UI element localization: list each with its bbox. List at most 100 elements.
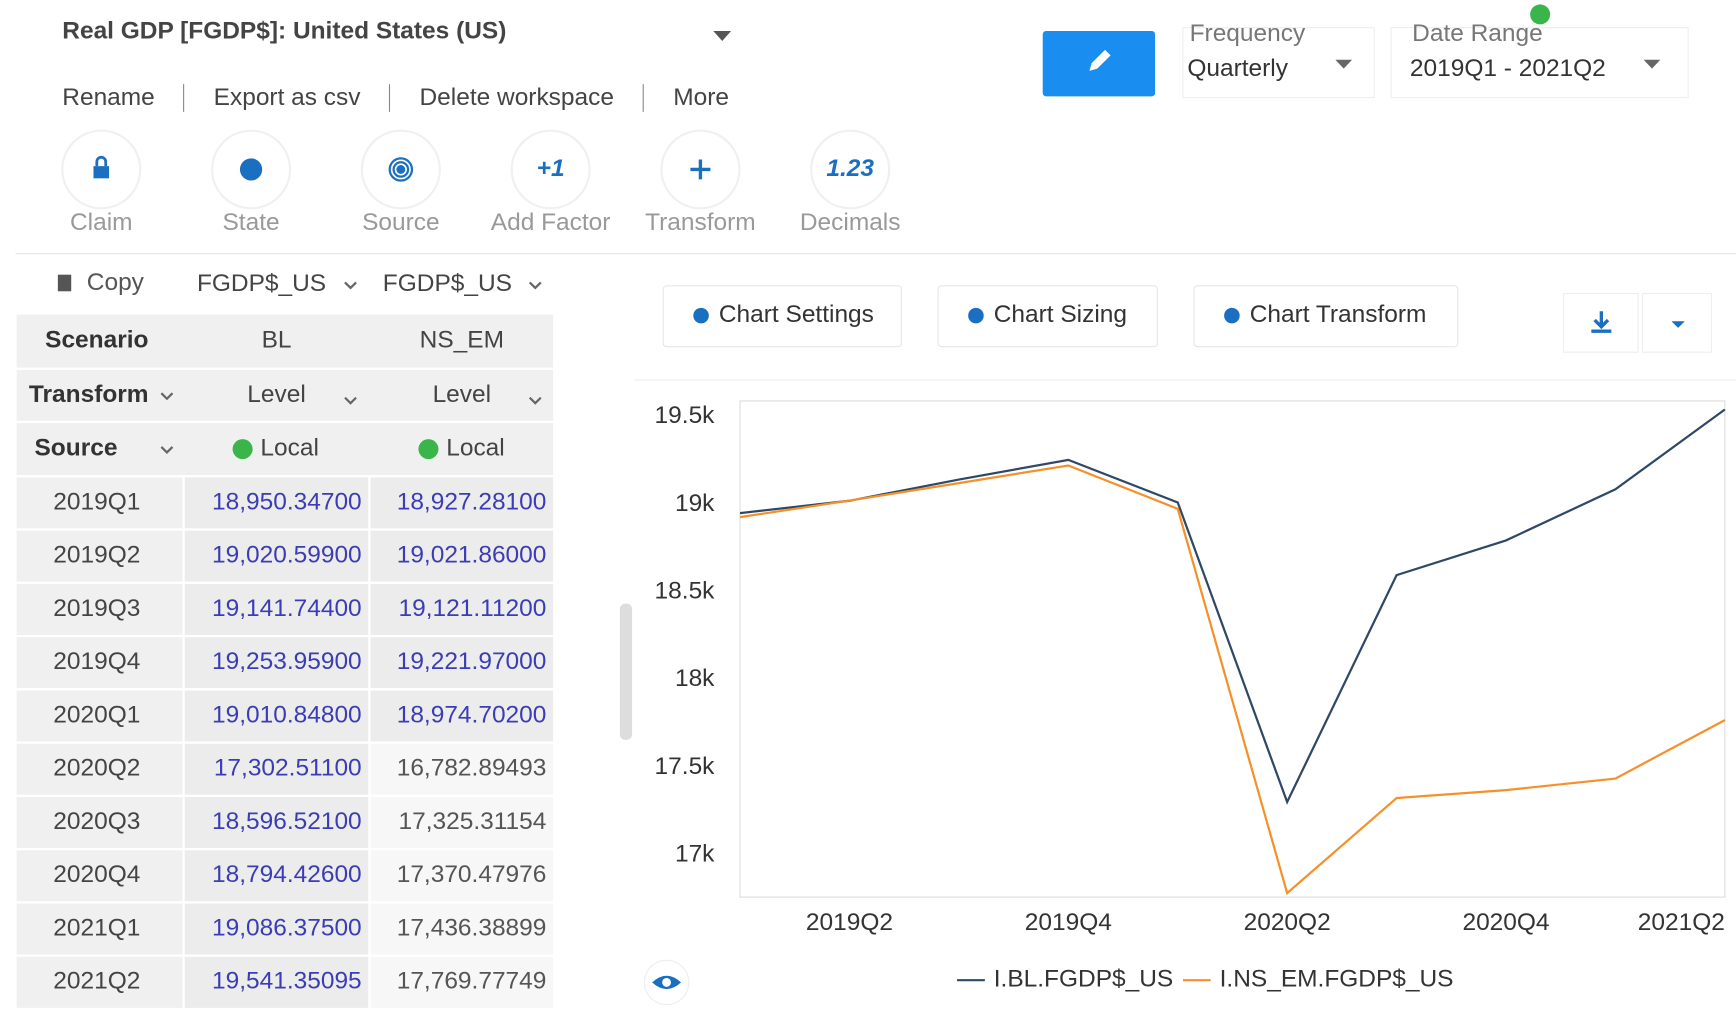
copy-label[interactable]: Copy xyxy=(87,269,145,296)
chart-button-label: Chart Transform xyxy=(1250,301,1427,328)
cell[interactable]: 17,302.51100 xyxy=(214,755,362,782)
row-label: 2019Q2 xyxy=(53,542,140,569)
caret xyxy=(1335,59,1353,69)
lock-icon xyxy=(95,155,108,167)
frequency-label: Frequency xyxy=(1190,20,1306,47)
column-caret xyxy=(344,281,357,290)
caret xyxy=(528,396,542,405)
menu-item[interactable]: More xyxy=(673,84,729,111)
column-header[interactable]: FGDP$_US xyxy=(197,270,326,297)
cell-bg xyxy=(182,475,371,531)
source-dot xyxy=(418,439,439,460)
cell-bg xyxy=(368,741,556,798)
tool-label: State xyxy=(222,209,279,236)
plot-area xyxy=(739,400,1726,898)
copy-button[interactable] xyxy=(15,254,184,314)
button-icon xyxy=(968,307,984,324)
date-range-value: 2019Q1 - 2021Q2 xyxy=(1410,55,1606,82)
cell: Level xyxy=(247,381,305,408)
tool-icon: +1 xyxy=(537,155,565,182)
workspace-title[interactable]: Real GDP [FGDP$]: United States (US) xyxy=(62,18,506,45)
series-line xyxy=(739,408,1726,805)
scrollbar[interactable] xyxy=(619,603,633,740)
cell[interactable]: 18,596.52100 xyxy=(212,808,362,835)
y-tick-label: 18k xyxy=(675,665,715,692)
menu-item[interactable]: Delete workspace xyxy=(420,84,614,111)
cell-bg xyxy=(368,794,556,851)
chart-button[interactable] xyxy=(662,285,902,348)
cell-bg xyxy=(14,741,185,798)
column-caret xyxy=(528,281,542,290)
caret xyxy=(1643,59,1661,69)
source-icon xyxy=(392,161,410,178)
frequency-value: Quarterly xyxy=(1187,55,1288,82)
button-icon xyxy=(693,307,709,324)
y-tick-label: 17k xyxy=(675,841,715,868)
x-tick-label: 2021Q2 xyxy=(1638,909,1725,936)
cell[interactable]: 19,541.35095 xyxy=(212,968,362,995)
cell[interactable]: 17,370.47976 xyxy=(397,861,547,888)
cell[interactable]: 19,141.74400 xyxy=(212,595,362,622)
row-header: Transform xyxy=(29,381,149,408)
cell-bg xyxy=(368,634,556,691)
cell-bg xyxy=(368,954,556,1009)
caret xyxy=(1671,321,1685,328)
tool-label: Source xyxy=(362,209,440,236)
cell-bg xyxy=(182,634,371,691)
copy-icon xyxy=(57,274,72,292)
cell[interactable]: 16,782.89493 xyxy=(397,755,547,782)
column-header[interactable]: FGDP$_US xyxy=(383,270,512,297)
cell[interactable]: 19,010.84800 xyxy=(212,701,362,728)
chart-button[interactable] xyxy=(1193,285,1459,348)
chart-button[interactable] xyxy=(937,285,1158,348)
tool-label: Transform xyxy=(645,209,756,236)
cell[interactable]: 17,325.31154 xyxy=(399,808,547,835)
cell[interactable]: 18,794.42600 xyxy=(212,861,362,888)
state-icon xyxy=(239,158,263,181)
cell-bg xyxy=(14,581,185,638)
cell[interactable]: 18,927.28100 xyxy=(397,488,547,515)
cell[interactable]: 17,436.38899 xyxy=(397,915,547,942)
row-header: Source xyxy=(34,435,117,462)
row-label: 2020Q4 xyxy=(53,861,140,888)
cell[interactable]: 19,020.59900 xyxy=(212,542,362,569)
tool-button[interactable] xyxy=(810,129,891,210)
legend-label[interactable]: I.NS_EM.FGDP$_US xyxy=(1220,966,1454,993)
legend-label[interactable]: I.BL.FGDP$_US xyxy=(994,966,1173,993)
cell-bg xyxy=(368,848,556,904)
cell[interactable]: 18,950.34700 xyxy=(212,488,362,515)
cell: Local xyxy=(446,435,504,462)
row-label: 2020Q1 xyxy=(53,701,140,728)
move-icon xyxy=(690,159,711,180)
download-icon xyxy=(1591,311,1612,333)
cell[interactable]: 17,769.77749 xyxy=(397,968,547,995)
row-label: 2019Q1 xyxy=(53,488,140,515)
date-range-select[interactable] xyxy=(1390,27,1689,99)
title-dropdown[interactable] xyxy=(713,31,732,41)
menu-item[interactable]: Rename xyxy=(62,84,154,111)
row-label: 2019Q3 xyxy=(53,595,140,622)
tool-button[interactable] xyxy=(510,129,591,210)
cell[interactable]: 19,121.11200 xyxy=(399,595,547,622)
status-dot xyxy=(1530,4,1551,25)
cell[interactable]: 19,253.95900 xyxy=(212,648,362,675)
series-line xyxy=(739,464,1726,896)
cell-bg xyxy=(182,581,371,638)
row-label: 2021Q2 xyxy=(53,968,140,995)
menu-item[interactable]: Export as csv xyxy=(214,84,362,111)
cell[interactable]: 19,221.97000 xyxy=(397,648,547,675)
cell[interactable]: 19,086.37500 xyxy=(212,915,362,942)
cell[interactable]: 18,974.70200 xyxy=(397,701,547,728)
y-tick-label: 19k xyxy=(675,490,715,517)
tool-label: Claim xyxy=(70,209,133,236)
cell-bg xyxy=(182,794,371,851)
x-tick-label: 2020Q4 xyxy=(1462,909,1549,936)
cell: Local xyxy=(260,435,318,462)
cell-bg xyxy=(14,901,185,957)
button-icon xyxy=(1224,307,1240,324)
caret xyxy=(160,446,174,455)
row-label: 2021Q1 xyxy=(53,915,140,942)
source-dot xyxy=(232,439,253,460)
cell[interactable]: 19,021.86000 xyxy=(397,542,547,569)
